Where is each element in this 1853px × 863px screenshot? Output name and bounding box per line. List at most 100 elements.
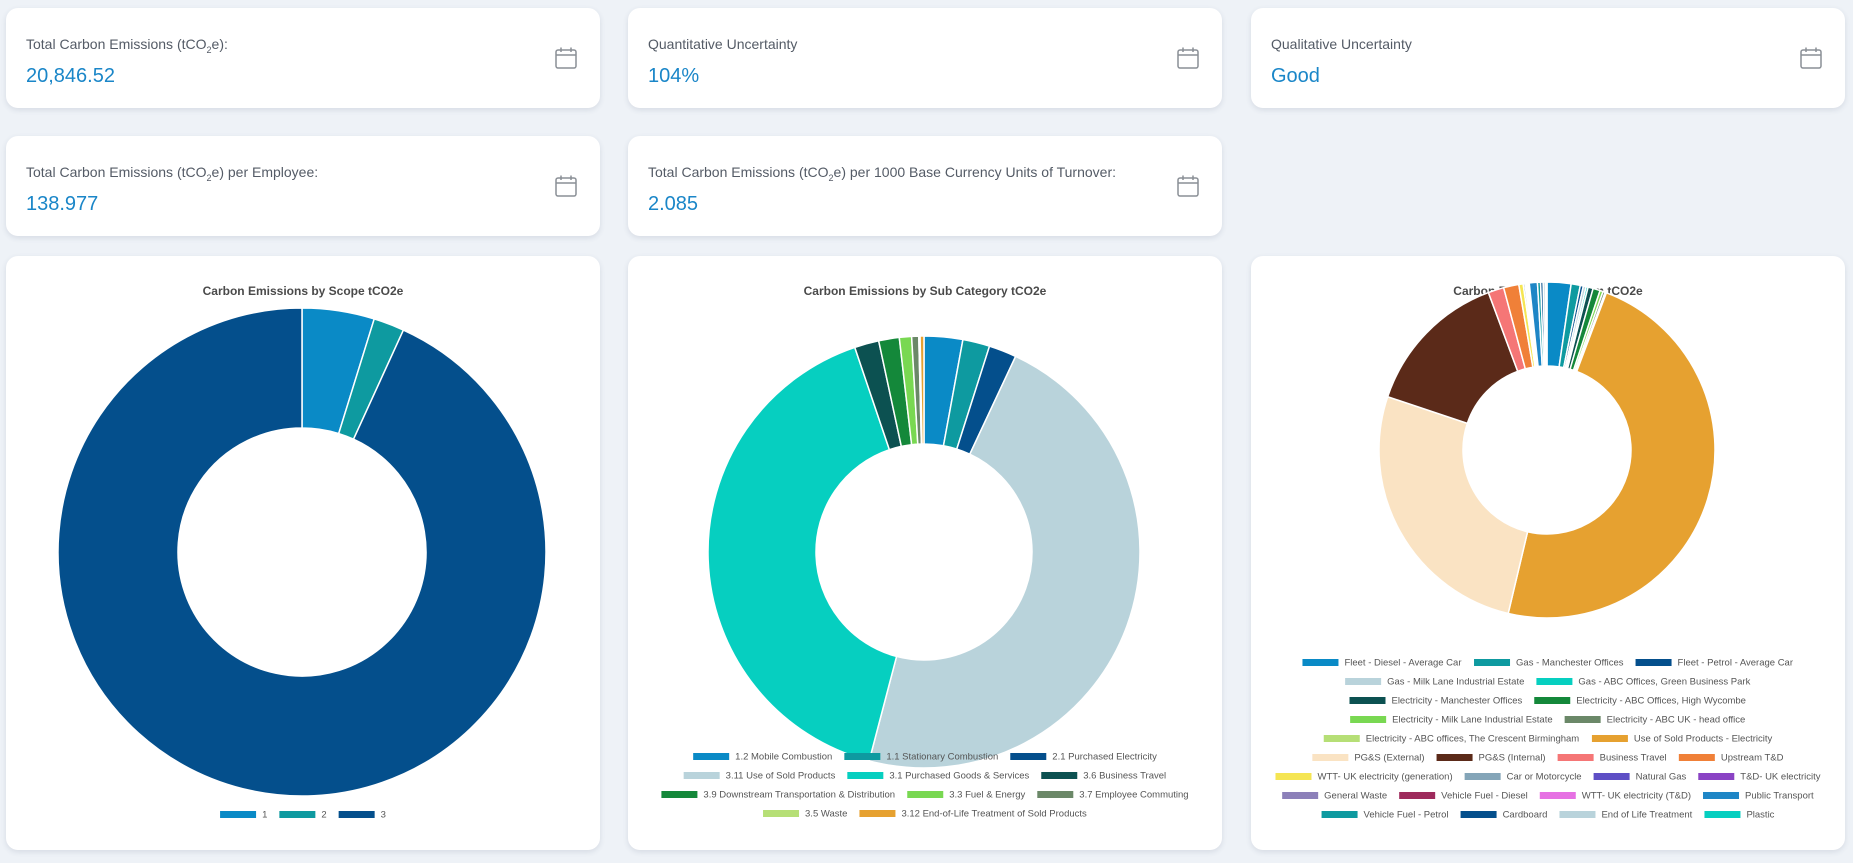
legend-label-3-1-purchased-goods-services[interactable]: 3.1 Purchased Goods & Services	[889, 771, 1029, 782]
legend-swatch-vehicle-fuel-diesel[interactable]	[1399, 792, 1436, 799]
legend-label-end-of-life-treatment[interactable]: End of Life Treatment	[1601, 810, 1692, 821]
legend-swatch-upstream-t-d[interactable]	[1678, 754, 1715, 761]
legend-swatch-3-7-employee-commuting[interactable]	[1037, 791, 1074, 798]
legend-swatch-pg-s-external[interactable]	[1312, 754, 1349, 761]
legend-label-vehicle-fuel-petrol[interactable]: Vehicle Fuel - Petrol	[1364, 810, 1449, 821]
chart-card-scope: Carbon Emissions by Scope tCO2e 1 2 3	[6, 256, 600, 850]
legend-swatch-1-2-mobile-combustion[interactable]	[693, 753, 730, 760]
legend-label-3-11-use-of-sold-products[interactable]: 3.11 Use of Sold Products	[726, 771, 836, 782]
legend-swatch-electricity-abc-uk-head-office[interactable]	[1564, 716, 1601, 723]
legend-swatch-gas-manchester-offices[interactable]	[1474, 659, 1511, 666]
legend-label-pg-s-external[interactable]: PG&S (External)	[1354, 753, 1424, 764]
legend-swatch-3-5-waste[interactable]	[763, 810, 800, 817]
slice-3-11-use-of-sold-products[interactable]	[868, 355, 1141, 769]
slice-use-of-sold-products-electricity[interactable]	[1507, 291, 1716, 619]
legend-label-t-d-uk-electricity[interactable]: T&D- UK electricity	[1740, 772, 1820, 783]
legend-label-gas-manchester-offices[interactable]: Gas - Manchester Offices	[1516, 658, 1624, 669]
legend-swatch-general-waste[interactable]	[1282, 792, 1319, 799]
legend-swatch-gas-abc-offices-green-business-park[interactable]	[1536, 678, 1573, 685]
legend-swatch-end-of-life-treatment[interactable]	[1559, 811, 1596, 818]
legend-label-3[interactable]: 3	[381, 810, 386, 821]
legend-swatch-plastic[interactable]	[1704, 811, 1741, 818]
legend-label-3-12-end-of-life-treatment-of-sold-products[interactable]: 3.12 End-of-Life Treatment of Sold Produ…	[901, 809, 1087, 820]
legend-swatch-electricity-abc-offices-the-crescent-birmingham[interactable]	[1323, 735, 1360, 742]
legend-swatch-electricity-manchester-offices[interactable]	[1349, 697, 1386, 704]
kpi-value: 20,846.52	[26, 65, 115, 87]
chart-sub-category: 1.2 Mobile Combustion 1.1 Stationary Comb…	[661, 335, 1189, 820]
legend-swatch-fleet-petrol-average-car[interactable]	[1635, 659, 1672, 666]
legend-label-upstream-t-d[interactable]: Upstream T&D	[1721, 753, 1784, 764]
legend-label-2[interactable]: 2	[321, 810, 326, 821]
legend-label-plastic[interactable]: Plastic	[1746, 810, 1774, 821]
legend-label-fleet-diesel-average-car[interactable]: Fleet - Diesel - Average Car	[1344, 658, 1461, 669]
legend-swatch-3-12-end-of-life-treatment-of-sold-products[interactable]	[859, 810, 896, 817]
legend-label-3-6-business-travel[interactable]: 3.6 Business Travel	[1083, 771, 1166, 782]
legend-swatch-3-9-downstream-transportation-distribution[interactable]	[661, 791, 698, 798]
kpi-label: Quantitative Uncertainty	[648, 36, 798, 52]
legend-swatch-fleet-diesel-average-car[interactable]	[1302, 659, 1339, 666]
legend-label-3-7-employee-commuting[interactable]: 3.7 Employee Commuting	[1079, 790, 1188, 801]
legend-swatch-gas-milk-lane-industrial-estate[interactable]	[1345, 678, 1382, 685]
slice-plastic[interactable]	[1544, 281, 1548, 367]
legend-label-1-1-stationary-combustion[interactable]: 1.1 Stationary Combustion	[886, 752, 998, 763]
legend-label-wtt-uk-electricity-t-d[interactable]: WTT- UK electricity (T&D)	[1582, 791, 1691, 802]
calendar-icon[interactable]	[1176, 174, 1200, 198]
legend-label-electricity-manchester-offices[interactable]: Electricity - Manchester Offices	[1391, 696, 1522, 707]
legend-swatch-1[interactable]	[220, 811, 257, 818]
legend-label-use-of-sold-products-electricity[interactable]: Use of Sold Products - Electricity	[1634, 734, 1773, 745]
legend-swatch-cardboard[interactable]	[1460, 811, 1497, 818]
legend-label-fleet-petrol-average-car[interactable]: Fleet - Petrol - Average Car	[1678, 658, 1793, 669]
legend-swatch-electricity-abc-offices-high-wycombe[interactable]	[1534, 697, 1571, 704]
legend-swatch-1-1-stationary-combustion[interactable]	[844, 753, 881, 760]
slice-3[interactable]	[57, 307, 547, 797]
legend-label-3-3-fuel-energy[interactable]: 3.3 Fuel & Energy	[949, 790, 1025, 801]
legend-swatch-3-6-business-travel[interactable]	[1041, 772, 1078, 779]
calendar-icon[interactable]	[554, 174, 578, 198]
slice-3-1-purchased-goods-services[interactable]	[707, 346, 898, 762]
legend-label-car-or-motorcycle[interactable]: Car or Motorcycle	[1507, 772, 1582, 783]
legend-swatch-3[interactable]	[338, 811, 375, 818]
legend-label-business-travel[interactable]: Business Travel	[1600, 753, 1667, 764]
legend-swatch-3-1-purchased-goods-services[interactable]	[847, 772, 884, 779]
legend-label-public-transport[interactable]: Public Transport	[1745, 791, 1814, 802]
calendar-icon[interactable]	[1176, 46, 1200, 70]
kpi-label: Qualitative Uncertainty	[1271, 36, 1412, 52]
legend-swatch-car-or-motorcycle[interactable]	[1464, 773, 1501, 780]
legend-swatch-public-transport[interactable]	[1703, 792, 1740, 799]
legend-swatch-electricity-milk-lane-industrial-estate[interactable]	[1350, 716, 1387, 723]
legend-label-3-9-downstream-transportation-distribution[interactable]: 3.9 Downstream Transportation & Distribu…	[703, 790, 895, 801]
slice-pg-s-external[interactable]	[1378, 395, 1529, 615]
legend-swatch-2-1-purchased-electricity[interactable]	[1010, 753, 1047, 760]
legend-swatch-use-of-sold-products-electricity[interactable]	[1591, 735, 1628, 742]
legend-swatch-2[interactable]	[279, 811, 316, 818]
legend-swatch-3-11-use-of-sold-products[interactable]	[683, 772, 720, 779]
kpi-label: Total Carbon Emissions (tCO2e) per Emplo…	[26, 164, 319, 183]
legend-label-electricity-milk-lane-industrial-estate[interactable]: Electricity - Milk Lane Industrial Estat…	[1392, 715, 1553, 726]
legend-swatch-business-travel[interactable]	[1557, 754, 1594, 761]
legend-swatch-pg-s-internal[interactable]	[1436, 754, 1473, 761]
legend-swatch-t-d-uk-electricity[interactable]	[1698, 773, 1735, 780]
legend-swatch-wtt-uk-electricity-generation[interactable]	[1275, 773, 1312, 780]
calendar-icon[interactable]	[554, 46, 578, 70]
legend-label-wtt-uk-electricity-generation[interactable]: WTT- UK electricity (generation)	[1317, 772, 1452, 783]
calendar-icon[interactable]	[1799, 46, 1823, 70]
legend-label-3-5-waste[interactable]: 3.5 Waste	[805, 809, 847, 820]
legend-swatch-3-3-fuel-energy[interactable]	[907, 791, 944, 798]
legend-label-electricity-abc-offices-high-wycombe[interactable]: Electricity - ABC Offices, High Wycombe	[1576, 696, 1746, 707]
legend-label-2-1-purchased-electricity[interactable]: 2.1 Purchased Electricity	[1052, 752, 1157, 763]
legend-label-vehicle-fuel-diesel[interactable]: Vehicle Fuel - Diesel	[1441, 791, 1528, 802]
legend-label-electricity-abc-offices-the-crescent-birmingham[interactable]: Electricity - ABC offices, The Crescent …	[1366, 734, 1580, 745]
legend-swatch-natural-gas[interactable]	[1593, 773, 1630, 780]
legend-label-gas-milk-lane-industrial-estate[interactable]: Gas - Milk Lane Industrial Estate	[1387, 677, 1524, 688]
legend-swatch-vehicle-fuel-petrol[interactable]	[1321, 811, 1358, 818]
legend-label-1[interactable]: 1	[262, 810, 267, 821]
slice-3-12-end-of-life-treatment-of-sold-products[interactable]	[919, 335, 925, 445]
legend-label-gas-abc-offices-green-business-park[interactable]: Gas - ABC Offices, Green Business Park	[1578, 677, 1750, 688]
legend-label-cardboard[interactable]: Cardboard	[1503, 810, 1548, 821]
legend-label-natural-gas[interactable]: Natural Gas	[1636, 772, 1687, 783]
legend-label-1-2-mobile-combustion[interactable]: 1.2 Mobile Combustion	[735, 752, 832, 763]
legend-swatch-wtt-uk-electricity-t-d[interactable]	[1539, 792, 1576, 799]
legend-label-electricity-abc-uk-head-office[interactable]: Electricity - ABC UK - head office	[1607, 715, 1746, 726]
legend-label-pg-s-internal[interactable]: PG&S (Internal)	[1479, 753, 1546, 764]
legend-label-general-waste[interactable]: General Waste	[1324, 791, 1387, 802]
